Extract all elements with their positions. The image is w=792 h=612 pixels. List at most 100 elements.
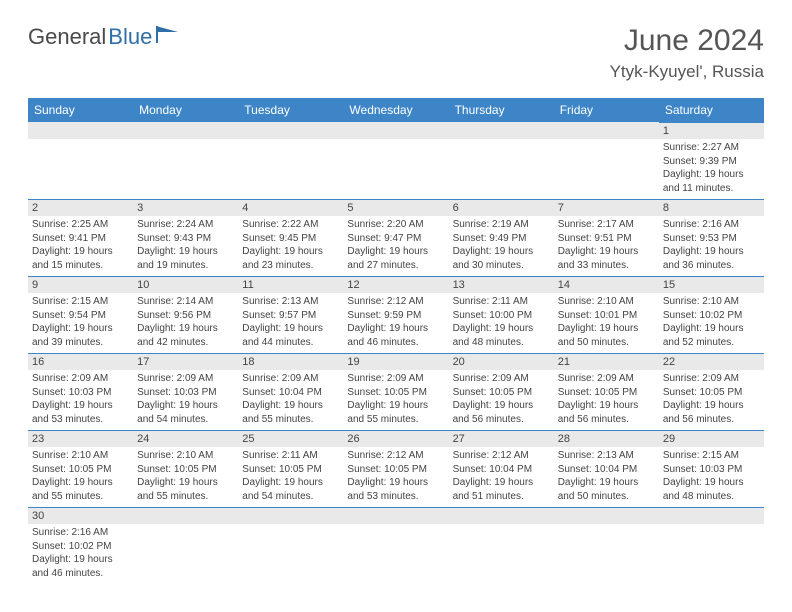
day-content: Sunrise: 2:12 AMSunset: 10:04 PMDaylight…	[449, 447, 554, 507]
sunrise-text: Sunrise: 2:09 AM	[32, 372, 129, 386]
day-number-bar	[659, 507, 764, 524]
daylight-text: Daylight: 19 hours and 54 minutes.	[242, 476, 339, 503]
sunset-text: Sunset: 10:04 PM	[242, 386, 339, 400]
day-content: Sunrise: 2:15 AMSunset: 9:54 PMDaylight:…	[28, 293, 133, 353]
sunrise-text: Sunrise: 2:24 AM	[137, 218, 234, 232]
sunrise-text: Sunrise: 2:12 AM	[453, 449, 550, 463]
sunset-text: Sunset: 9:43 PM	[137, 232, 234, 246]
day-content: Sunrise: 2:25 AMSunset: 9:41 PMDaylight:…	[28, 216, 133, 276]
calendar-cell: 14Sunrise: 2:10 AMSunset: 10:01 PMDaylig…	[554, 276, 659, 353]
calendar-cell	[449, 122, 554, 199]
calendar-cell: 29Sunrise: 2:15 AMSunset: 10:03 PMDaylig…	[659, 430, 764, 507]
calendar-cell	[554, 507, 659, 584]
sunset-text: Sunset: 10:02 PM	[663, 309, 760, 323]
sunrise-text: Sunrise: 2:10 AM	[663, 295, 760, 309]
day-number-bar: 30	[28, 507, 133, 524]
day-content	[554, 524, 659, 579]
calendar-cell: 22Sunrise: 2:09 AMSunset: 10:05 PMDaylig…	[659, 353, 764, 430]
logo-text-general: General	[28, 24, 106, 50]
calendar-cell: 13Sunrise: 2:11 AMSunset: 10:00 PMDaylig…	[449, 276, 554, 353]
calendar-cell: 23Sunrise: 2:10 AMSunset: 10:05 PMDaylig…	[28, 430, 133, 507]
calendar-cell: 26Sunrise: 2:12 AMSunset: 10:05 PMDaylig…	[343, 430, 448, 507]
day-content: Sunrise: 2:14 AMSunset: 9:56 PMDaylight:…	[133, 293, 238, 353]
daylight-text: Daylight: 19 hours and 50 minutes.	[558, 476, 655, 503]
daylight-text: Daylight: 19 hours and 51 minutes.	[453, 476, 550, 503]
logo: GeneralBlue	[28, 24, 182, 50]
day-content	[238, 524, 343, 579]
day-header: Sunday	[28, 98, 133, 122]
day-content	[449, 524, 554, 579]
sunset-text: Sunset: 9:39 PM	[663, 155, 760, 169]
calendar-cell: 7Sunrise: 2:17 AMSunset: 9:51 PMDaylight…	[554, 199, 659, 276]
day-number-bar	[133, 122, 238, 139]
sunset-text: Sunset: 10:05 PM	[242, 463, 339, 477]
sunset-text: Sunset: 10:03 PM	[137, 386, 234, 400]
day-header: Tuesday	[238, 98, 343, 122]
day-content: Sunrise: 2:12 AMSunset: 10:05 PMDaylight…	[343, 447, 448, 507]
day-content: Sunrise: 2:10 AMSunset: 10:05 PMDaylight…	[133, 447, 238, 507]
day-content: Sunrise: 2:09 AMSunset: 10:03 PMDaylight…	[133, 370, 238, 430]
calendar-week-row: 30Sunrise: 2:16 AMSunset: 10:02 PMDaylig…	[28, 507, 764, 584]
daylight-text: Daylight: 19 hours and 54 minutes.	[137, 399, 234, 426]
sunrise-text: Sunrise: 2:09 AM	[137, 372, 234, 386]
sunrise-text: Sunrise: 2:13 AM	[242, 295, 339, 309]
daylight-text: Daylight: 19 hours and 44 minutes.	[242, 322, 339, 349]
day-content: Sunrise: 2:16 AMSunset: 10:02 PMDaylight…	[28, 524, 133, 584]
day-content: Sunrise: 2:09 AMSunset: 10:05 PMDaylight…	[659, 370, 764, 430]
calendar-cell: 18Sunrise: 2:09 AMSunset: 10:04 PMDaylig…	[238, 353, 343, 430]
page-header: GeneralBlue June 2024 Ytyk-Kyuyel', Russ…	[28, 24, 764, 82]
calendar-cell	[133, 507, 238, 584]
day-number-bar: 11	[238, 276, 343, 293]
calendar-table: SundayMondayTuesdayWednesdayThursdayFrid…	[28, 98, 764, 584]
calendar-cell: 24Sunrise: 2:10 AMSunset: 10:05 PMDaylig…	[133, 430, 238, 507]
day-number-bar: 9	[28, 276, 133, 293]
day-content	[28, 139, 133, 194]
day-content: Sunrise: 2:16 AMSunset: 9:53 PMDaylight:…	[659, 216, 764, 276]
daylight-text: Daylight: 19 hours and 33 minutes.	[558, 245, 655, 272]
day-number-bar: 23	[28, 430, 133, 447]
sunset-text: Sunset: 9:41 PM	[32, 232, 129, 246]
day-content: Sunrise: 2:11 AMSunset: 10:05 PMDaylight…	[238, 447, 343, 507]
sunrise-text: Sunrise: 2:22 AM	[242, 218, 339, 232]
sunrise-text: Sunrise: 2:09 AM	[453, 372, 550, 386]
sunrise-text: Sunrise: 2:09 AM	[347, 372, 444, 386]
day-number-bar	[449, 507, 554, 524]
day-number-bar	[238, 122, 343, 139]
calendar-cell	[238, 122, 343, 199]
calendar-cell: 4Sunrise: 2:22 AMSunset: 9:45 PMDaylight…	[238, 199, 343, 276]
calendar-cell: 27Sunrise: 2:12 AMSunset: 10:04 PMDaylig…	[449, 430, 554, 507]
day-content: Sunrise: 2:10 AMSunset: 10:02 PMDaylight…	[659, 293, 764, 353]
calendar-cell	[28, 122, 133, 199]
sunrise-text: Sunrise: 2:27 AM	[663, 141, 760, 155]
day-content: Sunrise: 2:27 AMSunset: 9:39 PMDaylight:…	[659, 139, 764, 199]
day-number-bar: 13	[449, 276, 554, 293]
day-content: Sunrise: 2:10 AMSunset: 10:05 PMDaylight…	[28, 447, 133, 507]
day-number-bar: 8	[659, 199, 764, 216]
day-number-bar: 19	[343, 353, 448, 370]
day-content	[659, 524, 764, 579]
day-number-bar: 25	[238, 430, 343, 447]
logo-text-blue: Blue	[108, 24, 152, 50]
calendar-cell: 1Sunrise: 2:27 AMSunset: 9:39 PMDaylight…	[659, 122, 764, 199]
day-number-bar	[28, 122, 133, 139]
calendar-cell	[449, 507, 554, 584]
calendar-week-row: 1Sunrise: 2:27 AMSunset: 9:39 PMDaylight…	[28, 122, 764, 199]
daylight-text: Daylight: 19 hours and 48 minutes.	[453, 322, 550, 349]
calendar-cell: 21Sunrise: 2:09 AMSunset: 10:05 PMDaylig…	[554, 353, 659, 430]
sunset-text: Sunset: 10:03 PM	[32, 386, 129, 400]
daylight-text: Daylight: 19 hours and 46 minutes.	[347, 322, 444, 349]
sunset-text: Sunset: 10:05 PM	[663, 386, 760, 400]
day-content: Sunrise: 2:09 AMSunset: 10:05 PMDaylight…	[343, 370, 448, 430]
calendar-body: 1Sunrise: 2:27 AMSunset: 9:39 PMDaylight…	[28, 122, 764, 584]
day-number-bar	[343, 122, 448, 139]
daylight-text: Daylight: 19 hours and 55 minutes.	[347, 399, 444, 426]
sunset-text: Sunset: 10:00 PM	[453, 309, 550, 323]
day-content: Sunrise: 2:24 AMSunset: 9:43 PMDaylight:…	[133, 216, 238, 276]
day-header: Saturday	[659, 98, 764, 122]
day-content: Sunrise: 2:09 AMSunset: 10:03 PMDaylight…	[28, 370, 133, 430]
calendar-cell: 10Sunrise: 2:14 AMSunset: 9:56 PMDayligh…	[133, 276, 238, 353]
day-number-bar	[449, 122, 554, 139]
daylight-text: Daylight: 19 hours and 55 minutes.	[32, 476, 129, 503]
day-number-bar: 29	[659, 430, 764, 447]
daylight-text: Daylight: 19 hours and 55 minutes.	[242, 399, 339, 426]
